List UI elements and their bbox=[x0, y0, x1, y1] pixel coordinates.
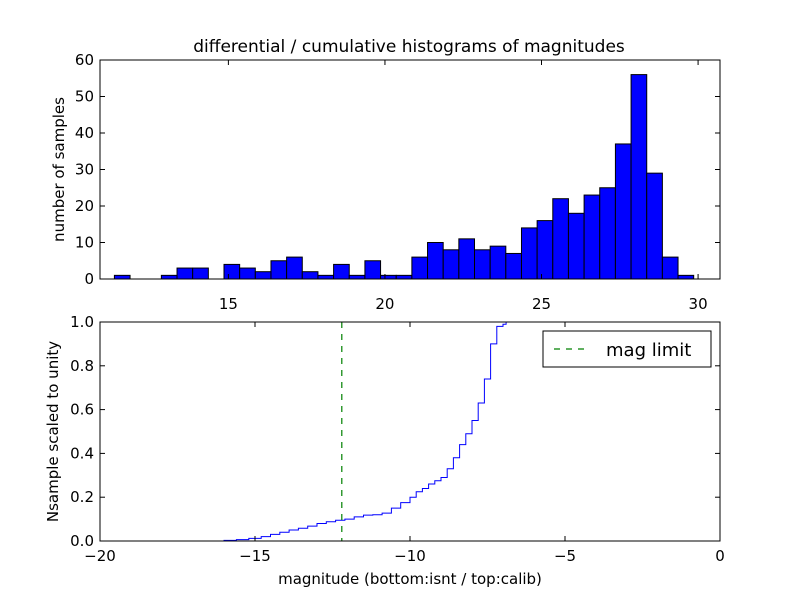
histogram-y-tick-label: 0 bbox=[84, 270, 94, 288]
histogram-bar bbox=[411, 256, 429, 280]
cumulative-step-line bbox=[100, 322, 507, 542]
histogram-bar bbox=[583, 194, 601, 280]
histogram-y-tick-label: 60 bbox=[75, 51, 94, 69]
cumulative-y-ticks: 0.0 0.2 0.4 0.6 0.8 1.0 bbox=[70, 313, 720, 550]
histogram-y-axis-label: number of samples bbox=[50, 97, 68, 242]
histogram-bar bbox=[567, 212, 585, 280]
histogram-bar bbox=[427, 242, 444, 280]
histogram-bar bbox=[599, 187, 616, 280]
histogram-y-tick-label: 30 bbox=[75, 161, 94, 179]
histogram-bar bbox=[646, 172, 663, 280]
cumulative-y-tick-label: 0.8 bbox=[70, 357, 94, 375]
histogram-y-tick-label: 40 bbox=[75, 124, 94, 142]
histogram-bar bbox=[348, 274, 366, 280]
histogram-bar bbox=[333, 263, 350, 280]
cumulative-x-tick-label: −20 bbox=[84, 547, 116, 565]
histogram-bar bbox=[442, 249, 460, 280]
histogram-bar bbox=[661, 256, 679, 280]
histogram-y-tick-label: 20 bbox=[75, 197, 94, 215]
cumulative-panel: −20 −15 −10 −5 0 0.0 0.2 0.4 0.6 0.8 1.0 magnitud… bbox=[44, 313, 725, 588]
histogram-bar bbox=[520, 227, 538, 280]
histogram-bar bbox=[489, 245, 507, 280]
histogram-bar bbox=[286, 256, 303, 280]
cumulative-y-tick-label: 0.6 bbox=[70, 401, 94, 419]
histogram-bar bbox=[380, 274, 397, 280]
cumulative-y-tick-label: 0.0 bbox=[70, 532, 94, 550]
cumulative-x-tick-label: 0 bbox=[715, 547, 725, 565]
cumulative-y-tick-label: 0.4 bbox=[70, 444, 94, 462]
histogram-bars bbox=[113, 74, 695, 280]
histogram-bar bbox=[614, 143, 632, 280]
histogram-bar bbox=[677, 274, 695, 280]
cumulative-frame bbox=[99, 321, 721, 542]
histogram-frame bbox=[99, 59, 721, 280]
histogram-bar bbox=[458, 238, 476, 280]
legend: mag limit bbox=[542, 330, 712, 368]
legend-label-mag-limit: mag limit bbox=[606, 340, 691, 361]
histogram-y-tick-label: 50 bbox=[75, 88, 94, 106]
histogram-bar bbox=[223, 263, 241, 280]
histogram-bar bbox=[176, 267, 194, 280]
histogram-bar bbox=[160, 274, 178, 280]
histogram-bar bbox=[270, 260, 288, 280]
histogram-bar bbox=[113, 274, 131, 280]
chart-title: differential / cumulative histograms of … bbox=[193, 37, 625, 57]
cumulative-y-axis-label: Nsample scaled to unity bbox=[44, 341, 62, 522]
cumulative-y-tick-label: 0.2 bbox=[70, 488, 94, 506]
histogram-bar bbox=[239, 267, 256, 280]
histogram-x-tick-label: 30 bbox=[689, 295, 708, 313]
histogram-x-tick-label: 25 bbox=[532, 295, 551, 313]
histogram-bar bbox=[474, 249, 491, 280]
cumulative-x-tick-label: −15 bbox=[239, 547, 271, 565]
histogram-bar bbox=[254, 271, 272, 280]
cumulative-x-axis-label: magnitude (bottom:isnt / top:calib) bbox=[278, 570, 542, 588]
histogram-bar bbox=[505, 252, 522, 280]
histogram-panel: 15 20 25 30 0 10 20 30 40 50 60 number of samples bbox=[50, 51, 721, 313]
cumulative-x-tick-label: −10 bbox=[394, 547, 426, 565]
histogram-bar bbox=[364, 260, 382, 280]
cumulative-x-ticks: −20 −15 −10 −5 0 bbox=[84, 322, 725, 565]
histogram-y-tick-label: 10 bbox=[75, 234, 94, 252]
cumulative-y-tick-label: 1.0 bbox=[70, 313, 94, 331]
histogram-bar bbox=[630, 74, 648, 280]
histogram-x-ticks: 15 20 25 30 bbox=[219, 60, 708, 313]
histogram-bar bbox=[536, 220, 554, 280]
histogram-bar bbox=[192, 267, 209, 280]
histogram-y-ticks: 0 10 20 30 40 50 60 bbox=[75, 51, 720, 288]
histogram-bar bbox=[395, 274, 413, 280]
histogram-bar bbox=[301, 271, 319, 280]
cumulative-x-tick-label: −5 bbox=[554, 547, 576, 565]
histogram-bar bbox=[317, 274, 335, 280]
histogram-x-tick-label: 20 bbox=[375, 295, 394, 313]
histogram-bar bbox=[552, 198, 569, 280]
histogram-x-tick-label: 15 bbox=[219, 295, 238, 313]
